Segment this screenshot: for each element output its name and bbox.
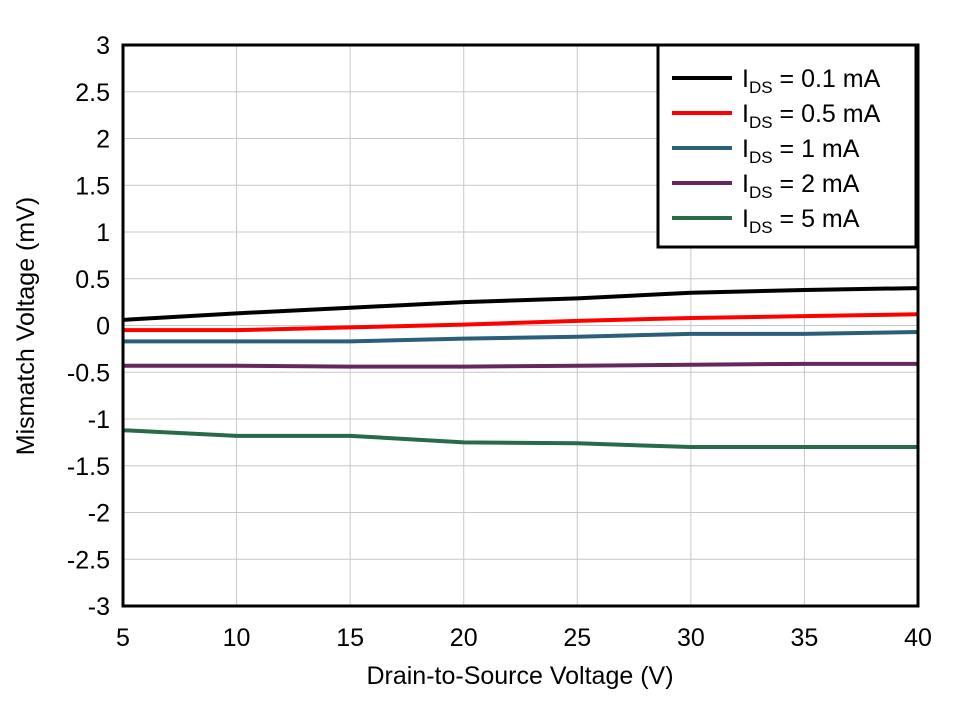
x-tick-label: 25 bbox=[563, 624, 591, 652]
series-line bbox=[122, 286, 919, 322]
y-tick-label: -2 bbox=[88, 500, 110, 528]
plot-frame bbox=[121, 43, 920, 608]
x-tick-label: 40 bbox=[904, 624, 932, 652]
y-tick-labels: 3 2.5 2 1.5 1 0.5 0 -0.5 -1 -1.5 -2 -2.5 -3 bbox=[67, 32, 110, 621]
series-line bbox=[123, 361, 918, 369]
y-tick-label: 2 bbox=[96, 126, 110, 154]
series-line bbox=[122, 428, 918, 450]
x-tick-label: 5 bbox=[116, 624, 130, 652]
x-tick-label: 35 bbox=[791, 624, 819, 652]
y-tick-label: -0.5 bbox=[67, 359, 110, 387]
x-tick-label: 15 bbox=[336, 624, 364, 652]
x-tick-label: 20 bbox=[450, 624, 478, 652]
y-tick-label: 1 bbox=[96, 219, 110, 247]
legend-entry: IDS = 0.1 mA bbox=[742, 65, 881, 97]
y-tick-label: 3 bbox=[96, 32, 110, 60]
y-tick-label: 0.5 bbox=[75, 266, 110, 294]
x-tick-label: 10 bbox=[223, 624, 251, 652]
y-tick-label: -1.5 bbox=[67, 453, 110, 481]
legend-entry: IDS = 2 mA bbox=[742, 170, 860, 202]
y-axis-label: Mismatch Voltage (mV) bbox=[12, 197, 40, 455]
y-tick-label: -2.5 bbox=[67, 546, 110, 574]
x-axis-label: Drain-to-Source Voltage (V) bbox=[366, 662, 673, 690]
series-lines bbox=[122, 286, 919, 450]
y-tick-label: 1.5 bbox=[75, 172, 110, 200]
x-tick-label: 30 bbox=[677, 624, 705, 652]
y-tick-label: -1 bbox=[88, 406, 110, 434]
legend-entry: IDS = 1 mA bbox=[742, 135, 860, 167]
legend-entry: IDS = 0.5 mA bbox=[742, 100, 881, 132]
y-tick-label: 0 bbox=[96, 313, 110, 341]
y-tick-label: 2.5 bbox=[75, 79, 110, 107]
series-line bbox=[123, 312, 919, 333]
x-tick-labels: 5 10 15 20 25 30 35 40 bbox=[116, 624, 932, 652]
y-tick-label: -3 bbox=[88, 593, 110, 621]
legend-entry: IDS = 5 mA bbox=[742, 205, 860, 237]
series-line bbox=[123, 330, 919, 344]
